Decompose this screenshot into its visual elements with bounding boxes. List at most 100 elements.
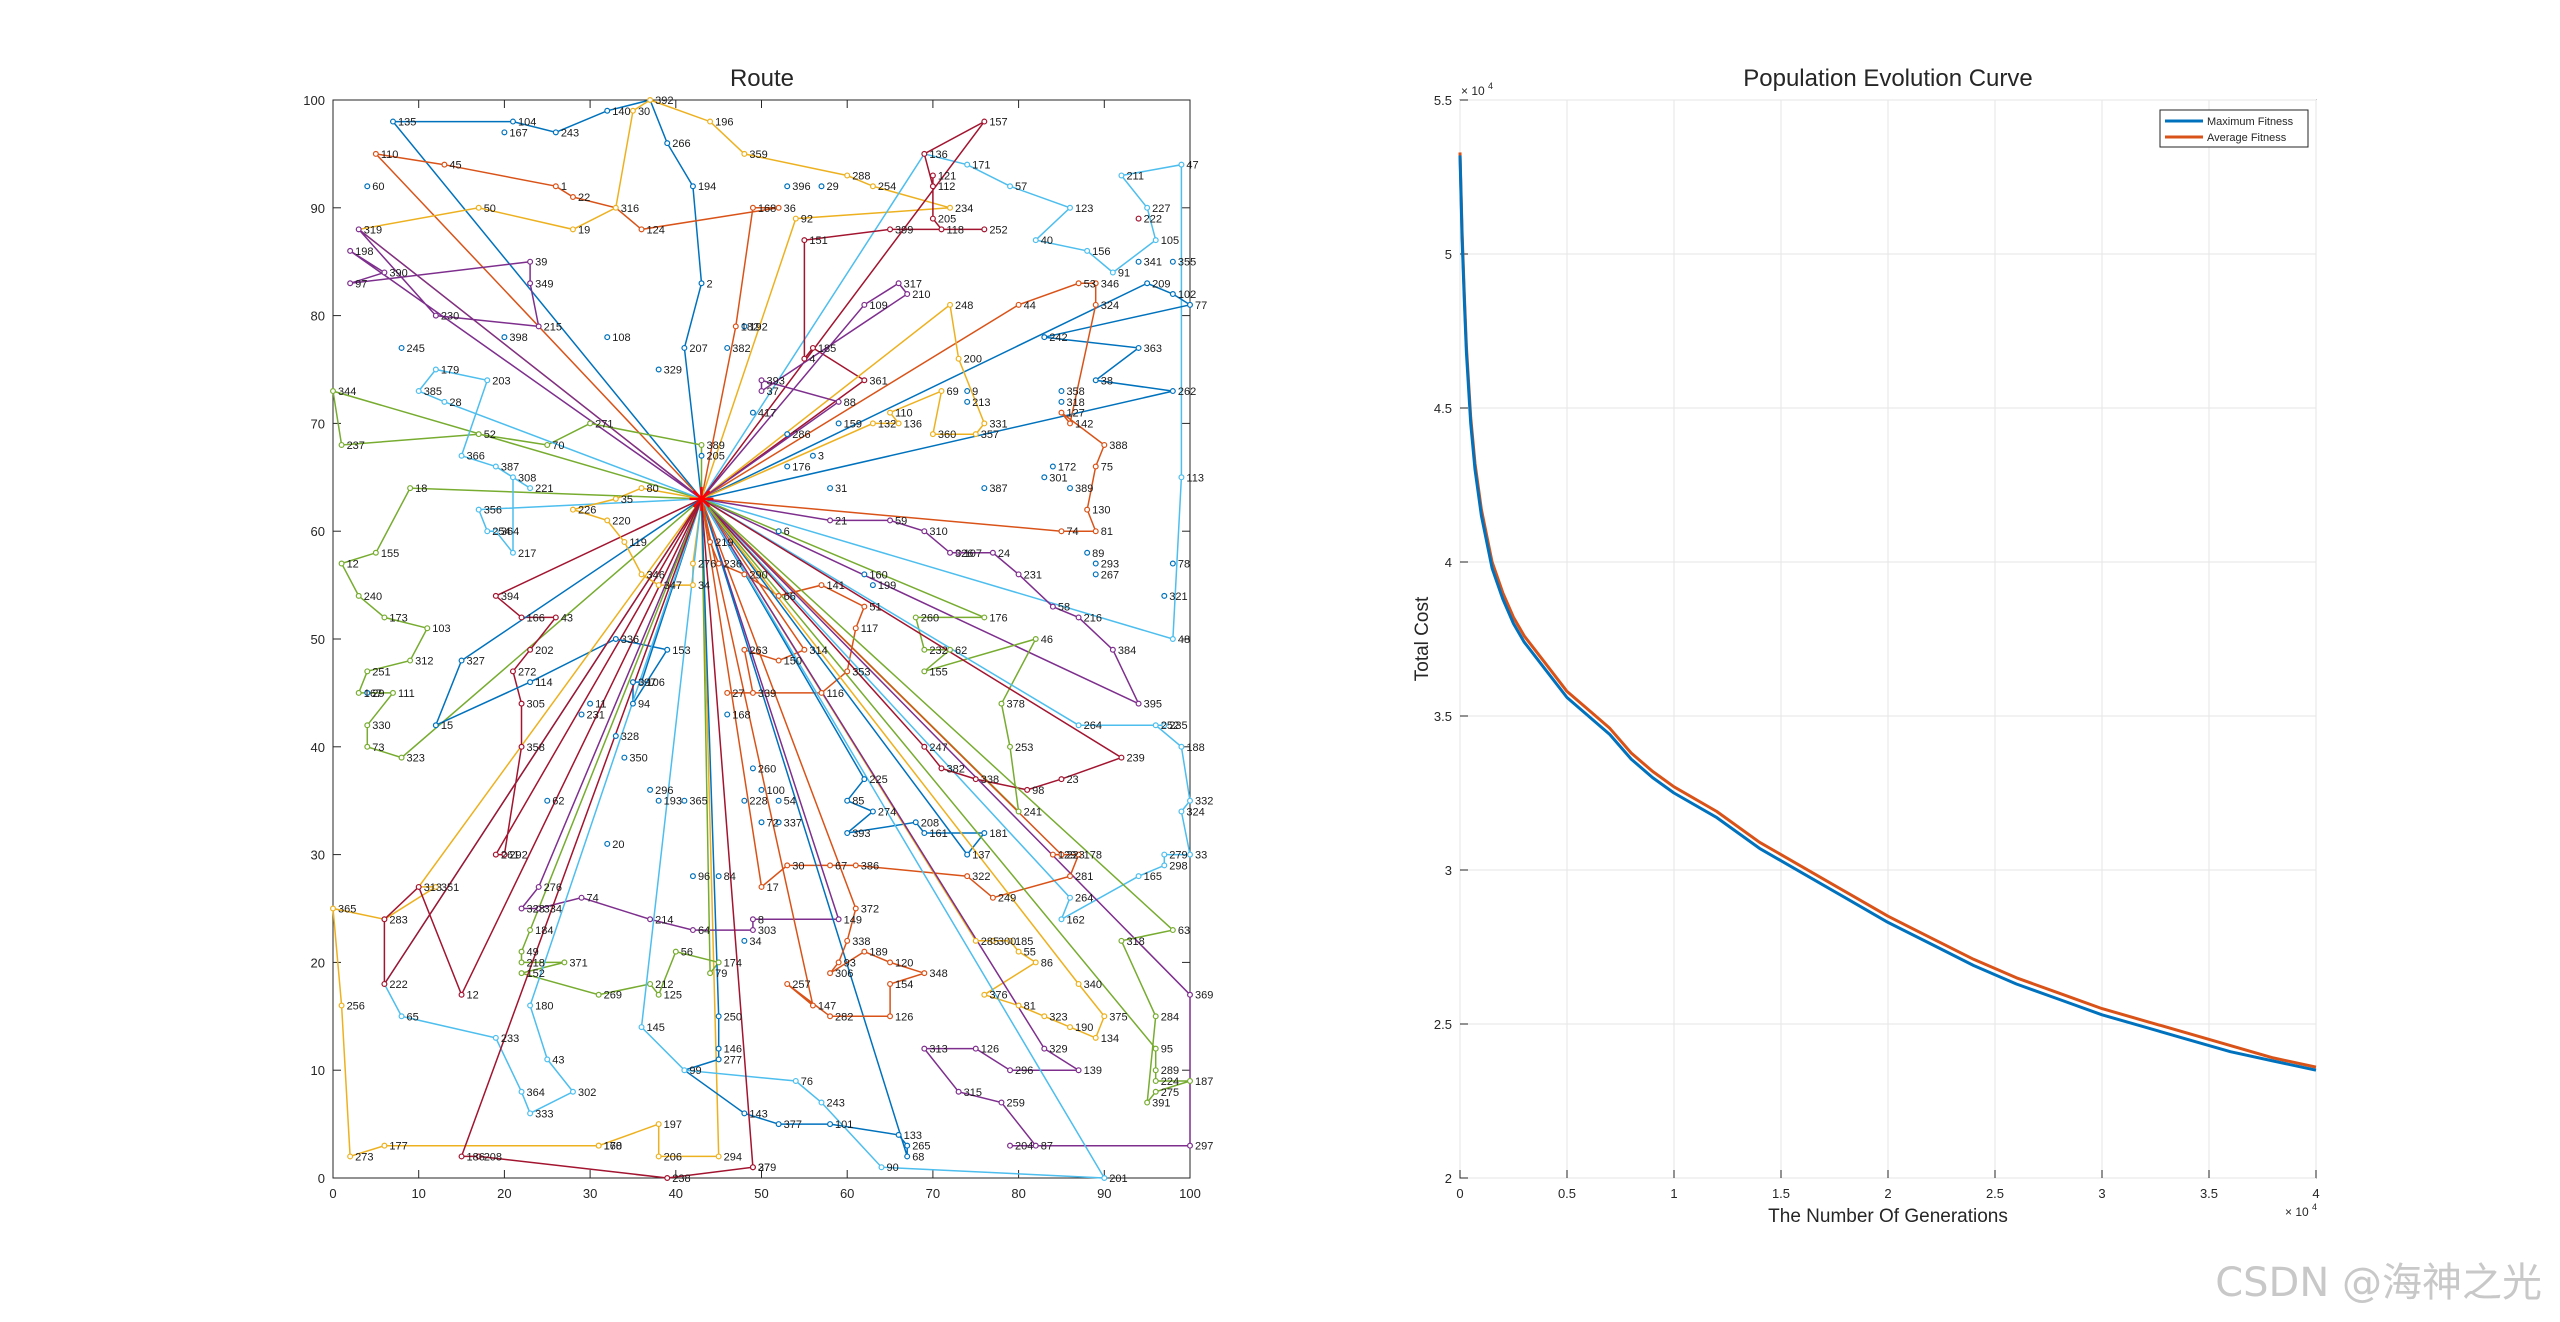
route-node [372,549,379,556]
route-node-label: 298 [1169,860,1187,872]
route-node [1058,776,1065,783]
route-node [818,582,825,589]
route-node [964,851,971,858]
route-node-label: 120 [895,957,913,969]
route-node-label: 313 [929,1044,947,1056]
route-node [655,797,662,804]
route-node-label: 327 [467,656,485,668]
route-node [715,959,722,966]
route-node [647,980,654,987]
route-node-label: 267 [1101,569,1119,581]
route-y-tick-label: 10 [311,1063,325,1078]
route-node-label: 62 [955,645,967,657]
route-node-label: 359 [749,149,767,161]
route-node-label: 358 [527,742,545,754]
route-node [707,970,714,977]
route-node-label: 276 [698,559,716,571]
route-node [638,485,645,492]
route-node-label: 222 [1144,214,1162,226]
route-node-label: 272 [518,666,536,678]
route-node-label: 262 [1178,386,1196,398]
route-node [1135,700,1142,707]
route-node [527,485,534,492]
route-node [381,980,388,987]
route-node [424,625,431,632]
route-node-label: 143 [749,1108,767,1120]
route-node-label: 135 [398,117,416,129]
route-node-label: 233 [501,1033,519,1045]
route-node [964,388,971,395]
route-node-label: 274 [878,806,896,818]
route-node [544,797,551,804]
route-node [475,506,482,513]
y-exponent-label: × 10 4 [1461,81,1493,98]
route-node-label: 202 [535,645,553,657]
route-node-label: 177 [389,1141,407,1153]
route-node-label: 201 [1109,1173,1127,1185]
route-node [921,528,928,535]
route-node [895,1131,902,1138]
route-node [852,905,859,912]
route-node-label: 296 [655,785,673,797]
route-node [364,668,371,675]
route-node [664,140,671,147]
route-node [1161,862,1168,869]
route-node-label: 225 [869,774,887,786]
route-node [681,344,688,351]
route-node-label: 107 [964,548,982,560]
route-node [1058,398,1065,405]
route-node-label: 76 [801,1076,813,1088]
route-node-label: 273 [355,1151,373,1163]
route-node-label: 99 [689,1065,701,1077]
route-node-label: 137 [972,850,990,862]
evolution-x-tick-label: 4 [2312,1186,2319,1201]
route-node [1032,1142,1039,1149]
route-node-label: 361 [869,375,887,387]
route-node [758,377,765,384]
route-node-label: 121 [938,170,956,182]
route-node [518,970,525,977]
route-axes-box [332,99,1191,1179]
route-node-label: 203 [492,375,510,387]
route-node [887,959,894,966]
route-node [887,1013,894,1020]
route-node [698,280,705,287]
route-node [749,927,756,934]
route-node [1186,797,1193,804]
legend-label-maximum-fitness: Maximum Fitness [2207,116,2294,128]
route-node [347,247,354,254]
route-node-label: 53 [1084,278,1096,290]
route-node-label: 185 [818,343,836,355]
route-node-label: 55 [1024,947,1036,959]
route-node-label: 37 [758,1162,770,1174]
route-node [964,161,971,168]
route-node-label: 67 [835,860,847,872]
route-node [1092,1034,1099,1041]
route-node [1007,1142,1014,1149]
route-node-label: 85 [852,796,864,808]
route-node [784,980,791,987]
route-node-label: 265 [912,1141,930,1153]
route-node-label: 12 [347,559,359,571]
route-node [749,689,756,696]
route-node [792,215,799,222]
route-node-label: 66 [784,591,796,603]
route-node [1152,1045,1159,1052]
route-node-label: 344 [338,386,356,398]
route-node [569,1088,576,1095]
route-node [835,959,842,966]
route-node [1007,743,1014,750]
route-node [655,582,662,589]
route-node-label: 254 [492,526,510,538]
route-path [700,282,909,500]
route-node [989,549,996,556]
route-node [1067,204,1074,211]
route-node-label: 155 [929,666,947,678]
route-node [827,517,834,524]
route-node [364,722,371,729]
route-path [700,498,986,856]
route-node-label: 310 [929,526,947,538]
route-node-label: 378 [1006,699,1024,711]
route-node [707,538,714,545]
